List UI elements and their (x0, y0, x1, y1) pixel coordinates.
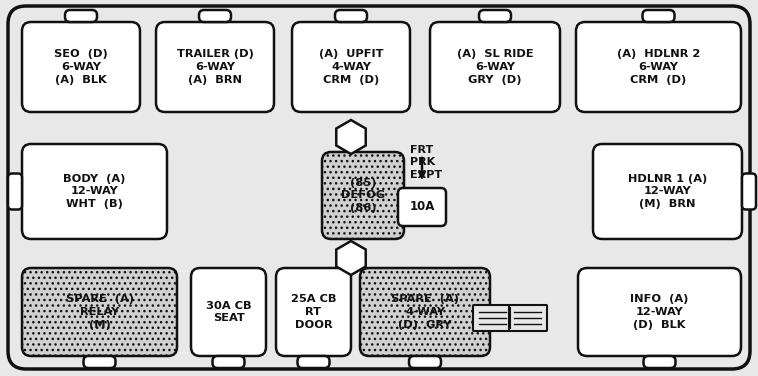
FancyBboxPatch shape (398, 188, 446, 226)
Polygon shape (337, 241, 365, 275)
FancyBboxPatch shape (276, 268, 351, 356)
FancyBboxPatch shape (22, 144, 167, 239)
Text: (A)  HDLNR 2
6-WAY
CRM  (D): (A) HDLNR 2 6-WAY CRM (D) (617, 49, 700, 85)
Text: SPARE  (A)
RELAY
(M): SPARE (A) RELAY (M) (65, 294, 133, 330)
FancyBboxPatch shape (643, 10, 675, 22)
FancyBboxPatch shape (644, 356, 675, 368)
FancyBboxPatch shape (409, 356, 441, 368)
Text: BODY  (A)
12-WAY
WHT  (B): BODY (A) 12-WAY WHT (B) (64, 174, 126, 209)
Text: (A)  UPFIT
4-WAY
CRM  (D): (A) UPFIT 4-WAY CRM (D) (319, 49, 384, 85)
FancyBboxPatch shape (322, 152, 404, 239)
Text: 30A CB
SEAT: 30A CB SEAT (205, 300, 252, 323)
Text: 10A: 10A (409, 200, 434, 214)
FancyBboxPatch shape (156, 22, 274, 112)
FancyBboxPatch shape (8, 6, 750, 369)
Text: (85)
DEFOG
(86): (85) DEFOG (86) (341, 178, 385, 213)
Text: (A)  SL RIDE
6-WAY
GRY  (D): (A) SL RIDE 6-WAY GRY (D) (456, 49, 534, 85)
FancyBboxPatch shape (576, 22, 741, 112)
FancyBboxPatch shape (479, 10, 511, 22)
Text: 25A CB
RT
DOOR: 25A CB RT DOOR (291, 294, 337, 330)
FancyBboxPatch shape (297, 356, 330, 368)
FancyBboxPatch shape (8, 173, 22, 209)
FancyBboxPatch shape (742, 173, 756, 209)
FancyBboxPatch shape (593, 144, 742, 239)
FancyBboxPatch shape (22, 22, 140, 112)
FancyBboxPatch shape (65, 10, 97, 22)
FancyBboxPatch shape (360, 268, 490, 356)
Polygon shape (337, 120, 365, 154)
FancyBboxPatch shape (509, 305, 547, 331)
FancyBboxPatch shape (335, 10, 367, 22)
FancyBboxPatch shape (473, 305, 511, 331)
FancyBboxPatch shape (212, 356, 245, 368)
Text: INFO  (A)
12-WAY
(D)  BLK: INFO (A) 12-WAY (D) BLK (631, 294, 689, 330)
FancyBboxPatch shape (292, 22, 410, 112)
Text: SEO  (D)
6-WAY
(A)  BLK: SEO (D) 6-WAY (A) BLK (54, 49, 108, 85)
FancyBboxPatch shape (191, 268, 266, 356)
Text: SPARE  (A)
4-WAY
(D)  GRY: SPARE (A) 4-WAY (D) GRY (391, 294, 459, 330)
Text: TRAILER (D)
6-WAY
(A)  BRN: TRAILER (D) 6-WAY (A) BRN (177, 49, 253, 85)
FancyBboxPatch shape (578, 268, 741, 356)
FancyBboxPatch shape (22, 268, 177, 356)
Text: HDLNR 1 (A)
12-WAY
(M)  BRN: HDLNR 1 (A) 12-WAY (M) BRN (628, 174, 707, 209)
FancyBboxPatch shape (430, 22, 560, 112)
FancyBboxPatch shape (199, 10, 231, 22)
Text: FRT
PRK
EXPT: FRT PRK EXPT (410, 145, 442, 180)
FancyBboxPatch shape (83, 356, 115, 368)
